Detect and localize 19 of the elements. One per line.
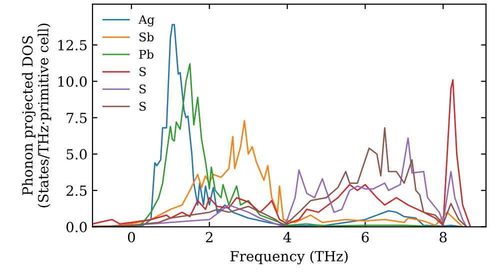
legend-label: Pb <box>139 50 154 59</box>
x-tick-label: 4 <box>283 232 292 242</box>
y-tick-label: 5.0 <box>66 149 87 160</box>
legend-label: S <box>140 102 146 111</box>
legend-label: Ag <box>138 15 154 26</box>
x-tick-label: 6 <box>362 232 369 242</box>
y-tick-label: 10.0 <box>58 76 87 87</box>
y-tick-label: 0.0 <box>66 222 87 232</box>
legend-label: S <box>140 84 146 94</box>
legend-label: Sb <box>140 32 154 42</box>
y-tick-label: 12.5 <box>58 40 87 50</box>
y-tick-label: 2.5 <box>66 185 87 196</box>
y-tick-label: 7.5 <box>66 112 87 124</box>
x-tick-label: 8 <box>440 232 447 242</box>
x-axis-title: Frequency (THz) <box>230 250 348 264</box>
y-axis-title: Phonon projected DOS (States/THz·primitive cell) <box>22 24 52 208</box>
x-tick-label: 2 <box>206 232 212 242</box>
legend-label: S <box>140 67 146 76</box>
x-tick-label: 0 <box>128 232 135 242</box>
